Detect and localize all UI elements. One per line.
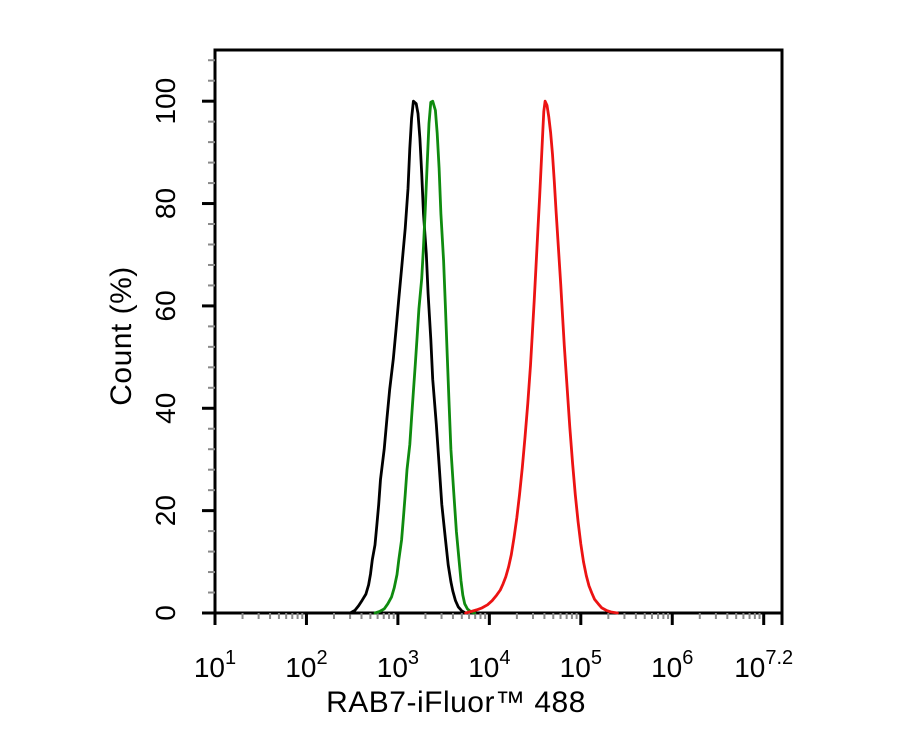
x-tick-label: 105 [560,647,602,683]
x-tick-label: 104 [468,647,510,683]
curve-red-histogram [464,99,619,615]
y-tick-label: 0 [150,605,181,621]
x-tick-label: 102 [285,647,327,683]
x-tick-label: 106 [651,647,693,683]
plot-layer: 101 102 103 104 105 106 107.2 0 20 40 60 80 100 [150,48,793,683]
curve-green-histogram [373,99,477,615]
x-tick-label: 103 [377,647,419,683]
y-tick-label: 20 [150,495,181,526]
y-tick-label: 40 [150,393,181,424]
y-tick-label: 80 [150,188,181,219]
x-tick-label: 107.2 [734,647,793,683]
curve-black-histogram [341,99,468,615]
y-tick-label: 100 [150,78,181,125]
y-axis-title: Count (%) [105,266,138,406]
x-tick-label: 101 [194,647,236,683]
y-tick-label: 60 [150,290,181,321]
x-axis-title: RAB7-iFluor™ 488 [326,686,586,719]
plot-frame [213,48,784,615]
